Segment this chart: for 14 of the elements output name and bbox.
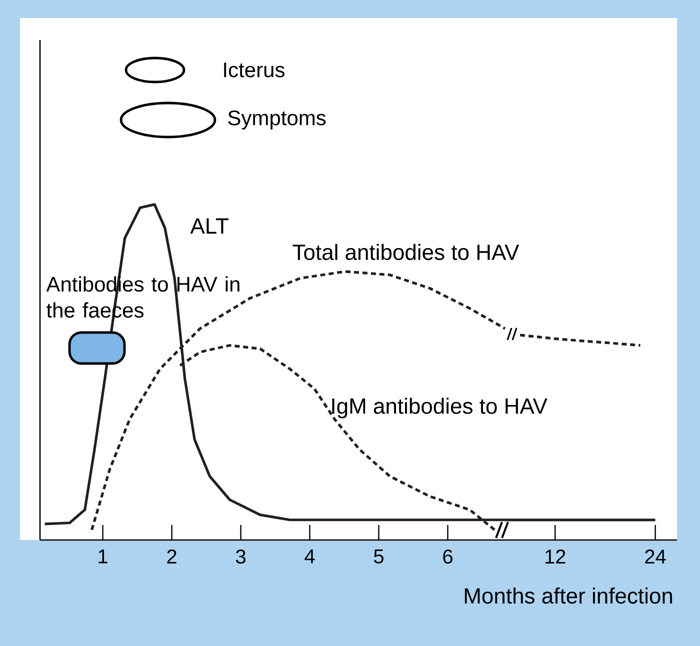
- text: Symptoms: [228, 110, 326, 130]
- x-axis-title: Months after infection: [464, 588, 672, 604]
- x-tick-label: 6: [443, 550, 452, 564]
- x-tick-label: 12: [546, 550, 566, 564]
- x-tick-label: 24: [645, 550, 666, 564]
- series-label: Total antibodies to HAV: [292, 244, 520, 260]
- x-tick-label: 2: [167, 550, 176, 564]
- x-tick-label: 1: [98, 550, 108, 564]
- series-label: ALT: [190, 218, 228, 234]
- x-tick-label: 4: [304, 550, 315, 564]
- x-tick-label: 3: [236, 550, 246, 564]
- x-tick-label: 5: [374, 550, 384, 564]
- series-label: IgM antibodies to HAV: [332, 398, 548, 418]
- text: Icterus: [224, 62, 284, 78]
